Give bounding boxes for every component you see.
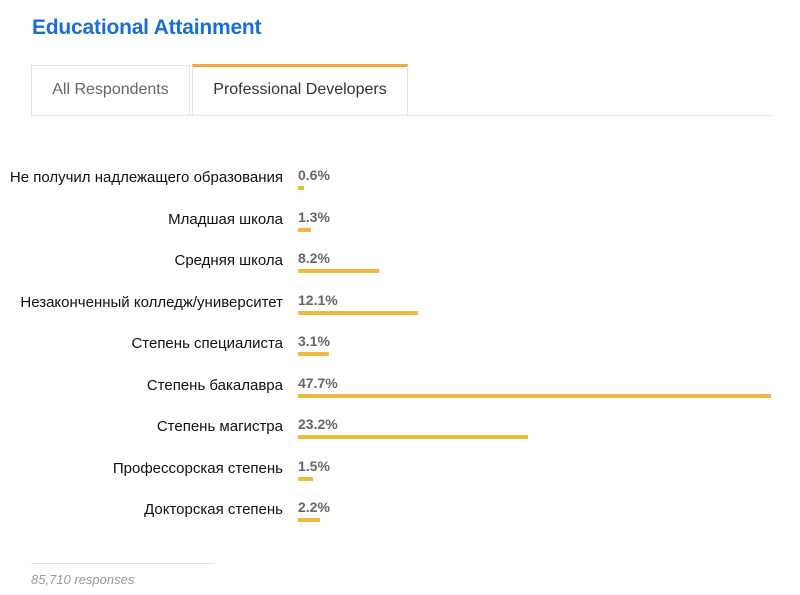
bar [298, 352, 329, 356]
category-label: Докторская степень [144, 501, 283, 518]
bar [298, 269, 380, 273]
category-label: Младшая школа [168, 210, 283, 228]
value-label: 1.5% [298, 457, 330, 474]
response-count: 85,710 responses [31, 572, 135, 587]
value-label: 47.7% [298, 374, 338, 391]
value-label: 8.2% [298, 250, 330, 266]
bar [298, 310, 418, 315]
value-label: 12.1% [298, 291, 338, 308]
tab-professional-developers[interactable]: Professional Developers [192, 64, 408, 116]
category-label: Степень специалиста [131, 335, 283, 352]
bar [298, 227, 311, 232]
value-label: 2.2% [298, 499, 330, 515]
footer-divider [31, 563, 215, 564]
bar [298, 435, 529, 439]
bar [298, 518, 320, 522]
bar [298, 186, 304, 190]
value-label: 1.3% [298, 208, 330, 225]
category-label: Степень бакалавра [146, 376, 283, 394]
category-label: Средняя школа [174, 252, 283, 269]
category-label: Не получил надлежащего образования [9, 169, 283, 186]
category-label: Степень магистра [156, 418, 283, 435]
bar [298, 476, 313, 481]
bar [298, 393, 771, 398]
value-label: 23.2% [298, 416, 338, 432]
value-label: 3.1% [298, 333, 330, 349]
category-label: Профессорская степень [112, 459, 283, 477]
page-title: Educational Attainment [32, 16, 262, 39]
tab-bar: All Respondents Professional Developers [31, 64, 771, 116]
tab-all-respondents[interactable]: All Respondents [31, 65, 190, 115]
category-label: Незаконченный колледж/университет [20, 293, 283, 311]
value-label: 0.6% [298, 167, 330, 183]
tab-underline [31, 115, 771, 116]
